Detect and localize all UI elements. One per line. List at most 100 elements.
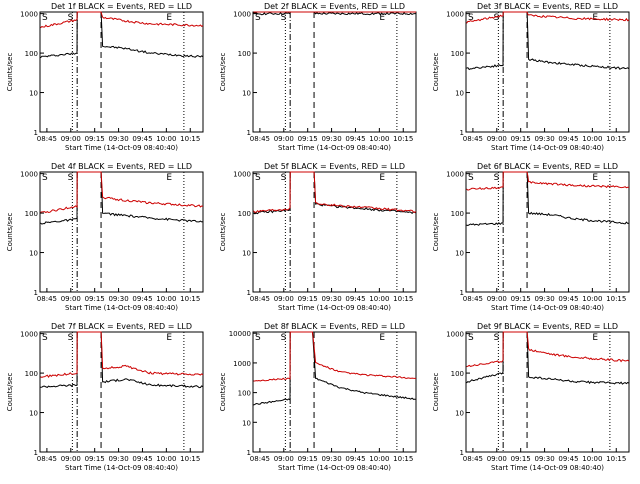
y-tick-label: 1 [34,129,38,137]
x-tick-label: 09:15 [85,455,105,463]
y-tick-label: 1000 [20,11,38,19]
events-series-line [253,331,416,406]
x-tick-label: 10:15 [606,135,626,143]
y-tick-label: 100 [25,50,38,58]
y-tick-label: 10 [29,410,38,418]
x-tick-label: 10:00 [369,295,389,303]
panel-det-7: Det 7f BLACK = Events, RED = LLD 1 10 100 10… [6,322,204,472]
x-axis-label: Start Time (14-Oct-09 08:40:40) [491,464,604,472]
events-series-line [40,331,204,389]
x-tick-label: 09:30 [321,135,341,143]
panel-det-1: Det 1f BLACK = Events, RED = LLD 1 10 100 10… [6,2,204,152]
y-tick-label: 1000 [446,11,464,19]
events-series-line [466,11,630,71]
x-tick-label: 09:30 [534,455,554,463]
y-tick-label: 1000 [446,171,464,179]
x-tick-label: 10:00 [582,455,602,463]
y-axis-label: Counts/sec [432,53,440,92]
panel-det-5: Det 5f BLACK = Events, RED = LLD 1 10 100 10… [219,162,417,312]
y-tick-label: 1 [460,129,464,137]
x-tick-label: 09:45 [558,455,578,463]
x-tick-label: 08:45 [463,455,483,463]
lld-series-line [40,331,204,378]
x-tick-label: 10:00 [582,295,602,303]
end-marker-label: E [592,173,598,183]
lld-series-line [40,11,204,29]
start-marker-label: S [494,173,500,183]
x-tick-label: 09:00 [487,295,507,303]
x-tick-label: 08:45 [463,295,483,303]
panel-det-6: Det 6f BLACK = Events, RED = LLD 1 10 100 10… [432,162,630,312]
x-tick-label: 09:30 [321,455,341,463]
start-marker-label-left: S [42,173,48,183]
start-marker-label: S [494,333,500,343]
end-marker-label: E [592,333,598,343]
start-marker-label-left: S [468,13,474,23]
y-axis-label: Counts/sec [219,213,227,252]
x-tick-label: 08:45 [37,455,57,463]
panel-title: Det 2f BLACK = Events, RED = LLD [264,2,405,11]
y-tick-label: 1000 [20,171,38,179]
y-tick-label: 10 [242,419,251,427]
y-tick-label: 10 [29,250,38,258]
lld-series-line [40,171,204,214]
plot-frame [39,171,204,293]
start-marker-label: S [68,333,74,343]
x-tick-label: 09:00 [61,455,81,463]
x-tick-label: 09:00 [487,455,507,463]
x-tick-label: 09:30 [534,295,554,303]
start-marker-label: S [494,13,500,23]
y-tick-label: 1000 [233,171,251,179]
x-axis-label: Start Time (14-Oct-09 08:40:40) [65,304,178,312]
x-axis-label: Start Time (14-Oct-09 08:40:40) [278,304,391,312]
x-tick-label: 09:30 [108,295,128,303]
y-tick-label: 1000 [20,331,38,339]
x-tick-label: 10:15 [606,455,626,463]
y-tick-label: 1 [247,289,251,297]
x-tick-label: 10:00 [369,455,389,463]
y-axis-label: Counts/sec [219,373,227,412]
events-series-line [253,11,416,16]
x-tick-label: 10:00 [156,455,176,463]
lld-series-line [253,331,416,382]
lld-series-line [466,331,630,368]
panel-det-9: Det 9f BLACK = Events, RED = LLD 1 10 100 10… [432,322,630,472]
x-tick-label: 09:00 [61,135,81,143]
end-marker-label: E [592,13,598,23]
y-tick-label: 100 [451,370,464,378]
y-tick-label: 10 [455,250,464,258]
x-tick-label: 09:15 [298,135,318,143]
x-tick-label: 08:45 [37,295,57,303]
y-tick-label: 1 [247,449,251,457]
x-tick-label: 09:15 [298,295,318,303]
x-tick-label: 10:00 [156,295,176,303]
events-series-line [253,171,417,215]
events-series-line [466,171,630,227]
x-tick-label: 10:15 [393,455,413,463]
y-axis-label: Counts/sec [6,373,14,412]
panel-det-3: Det 3f BLACK = Events, RED = LLD 1 10 100 10… [432,2,630,152]
x-tick-label: 10:15 [606,295,626,303]
events-series-line [466,331,630,385]
x-tick-label: 08:45 [37,135,57,143]
plot-frame [252,11,417,133]
panel-title: Det 9f BLACK = Events, RED = LLD [477,322,618,331]
start-marker-label: S [68,13,74,23]
x-axis-label: Start Time (14-Oct-09 08:40:40) [65,464,178,472]
y-tick-label: 100 [25,370,38,378]
y-tick-label: 100 [238,210,251,218]
x-tick-label: 09:45 [558,135,578,143]
x-tick-label: 09:45 [132,295,152,303]
plot-frame [252,331,417,453]
end-marker-label: E [166,13,172,23]
plot-frame [39,331,204,453]
x-tick-label: 09:00 [274,135,294,143]
lld-series-line [253,171,417,213]
y-tick-label: 10 [29,90,38,98]
y-tick-label: 100 [238,390,251,398]
end-marker-label: E [379,333,385,343]
panel-title: Det 5f BLACK = Events, RED = LLD [264,162,405,171]
x-tick-label: 08:45 [250,455,270,463]
panel-det-2: Det 2f BLACK = Events, RED = LLD 1 10 100 10… [219,2,417,152]
y-tick-label: 1 [247,129,251,137]
